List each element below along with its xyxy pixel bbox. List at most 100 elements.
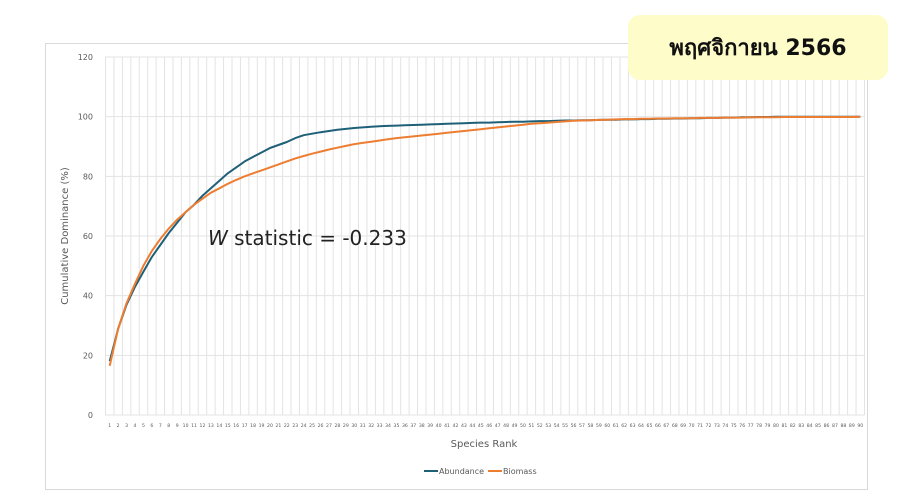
- x-tick-label: 81: [781, 423, 787, 429]
- x-tick-label: 28: [334, 423, 340, 429]
- x-axis-label: Species Rank: [451, 439, 518, 450]
- x-tick-label: 44: [469, 423, 475, 429]
- x-tick-label: 55: [562, 423, 568, 429]
- series-line-biomass: [108, 115, 861, 367]
- x-tick-label: 31: [360, 423, 366, 429]
- x-tick-label: 88: [840, 423, 846, 429]
- y-tick-label: 40: [83, 292, 93, 301]
- x-tick-label: 79: [765, 423, 771, 429]
- y-axis-label: Cumulative Dominance (%): [60, 167, 71, 305]
- w-statistic-annotation: W statistic = -0.233: [208, 226, 407, 250]
- x-tick-label: 35: [394, 423, 400, 429]
- x-tick-label: 47: [495, 423, 501, 429]
- x-tick-label: 77: [748, 423, 754, 429]
- x-tick-label: 18: [250, 423, 256, 429]
- x-tick-label: 49: [512, 423, 518, 429]
- x-tick-label: 13: [208, 423, 214, 429]
- y-tick-label: 100: [78, 113, 93, 122]
- x-tick-label: 5: [142, 423, 145, 429]
- x-tick-label: 9: [176, 423, 179, 429]
- x-tick-label: 63: [630, 423, 636, 429]
- w-statistic-text: statistic = -0.233: [234, 226, 407, 250]
- x-tick-label: 72: [706, 423, 712, 429]
- x-tick-label: 57: [579, 423, 585, 429]
- x-tick-label: 25: [309, 423, 315, 429]
- x-tick-label: 12: [200, 423, 206, 429]
- x-tick-label: 42: [453, 423, 459, 429]
- x-tick-label: 34: [385, 423, 391, 429]
- x-tick-label: 29: [343, 423, 349, 429]
- x-tick-label: 8: [167, 423, 170, 429]
- x-tick-label: 56: [571, 423, 577, 429]
- x-tick-label: 15: [225, 423, 231, 429]
- x-tick-label: 78: [756, 423, 762, 429]
- x-tick-label: 23: [292, 423, 298, 429]
- x-tick-label: 33: [377, 423, 383, 429]
- x-tick-label: 37: [410, 423, 416, 429]
- x-tick-label: 39: [427, 423, 433, 429]
- x-tick-label: 53: [545, 423, 551, 429]
- x-tick-label: 4: [134, 423, 137, 429]
- x-tick-label: 6: [150, 423, 153, 429]
- x-tick-label: 69: [680, 423, 686, 429]
- x-tick-label: 24: [301, 423, 307, 429]
- x-tick-label: 45: [478, 423, 484, 429]
- x-tick-label: 21: [275, 423, 281, 429]
- x-tick-label: 71: [697, 423, 703, 429]
- x-tick-label: 75: [731, 423, 737, 429]
- x-tick-label: 43: [461, 423, 467, 429]
- x-tick-label: 60: [604, 423, 610, 429]
- x-tick-label: 80: [773, 423, 779, 429]
- x-tick-label: 32: [368, 423, 374, 429]
- x-tick-label: 87: [832, 423, 838, 429]
- x-tick-label: 76: [739, 423, 745, 429]
- x-tick-label: 7: [159, 423, 162, 429]
- x-tick-label: 82: [790, 423, 796, 429]
- x-tick-label: 52: [537, 423, 543, 429]
- x-tick-label: 30: [351, 423, 357, 429]
- date-badge: พฤศจิกายน 2566: [628, 15, 888, 80]
- x-tick-label: 66: [655, 423, 661, 429]
- x-tick-label: 16: [233, 423, 239, 429]
- x-tick-label: 86: [824, 423, 830, 429]
- x-tick-label: 64: [638, 423, 644, 429]
- legend: Abundance Biomass: [424, 467, 537, 476]
- x-tick-label: 2: [117, 423, 120, 429]
- w-symbol: W: [208, 226, 228, 250]
- date-badge-text: พฤศจิกายน 2566: [669, 36, 847, 61]
- x-tick-label: 40: [436, 423, 442, 429]
- x-tick-label: 58: [587, 423, 593, 429]
- x-tick-label: 48: [503, 423, 509, 429]
- x-tick-label: 54: [554, 423, 560, 429]
- y-tick-label: 80: [83, 172, 93, 181]
- x-tick-label: 46: [486, 423, 492, 429]
- legend-label-biomass: Biomass: [503, 467, 537, 476]
- x-tick-label: 36: [402, 423, 408, 429]
- x-tick-label: 17: [242, 423, 248, 429]
- x-tick-label: 68: [672, 423, 678, 429]
- y-tick-label: 20: [83, 351, 93, 360]
- x-tick-label: 1: [108, 423, 111, 429]
- x-tick-label: 27: [326, 423, 332, 429]
- x-tick-label: 61: [613, 423, 619, 429]
- x-tick-label: 67: [663, 423, 669, 429]
- x-tick-label: 73: [714, 423, 720, 429]
- y-tick-label: 60: [83, 232, 93, 241]
- x-tick-label: 62: [621, 423, 627, 429]
- x-tick-label: 90: [857, 423, 863, 429]
- x-tick-label: 11: [191, 423, 197, 429]
- x-tick-label: 26: [318, 423, 324, 429]
- x-tick-label: 74: [722, 423, 728, 429]
- x-tick-label: 65: [647, 423, 653, 429]
- x-tick-label: 10: [183, 423, 189, 429]
- x-tick-label: 20: [267, 423, 273, 429]
- y-tick-label: 120: [78, 53, 93, 62]
- x-tick-label: 3: [125, 423, 128, 429]
- x-tick-label: 59: [596, 423, 602, 429]
- x-tick-label: 14: [216, 423, 222, 429]
- x-tick-label: 51: [528, 423, 534, 429]
- x-tick-label: 38: [419, 423, 425, 429]
- x-tick-label: 89: [849, 423, 855, 429]
- x-tick-label: 83: [798, 423, 804, 429]
